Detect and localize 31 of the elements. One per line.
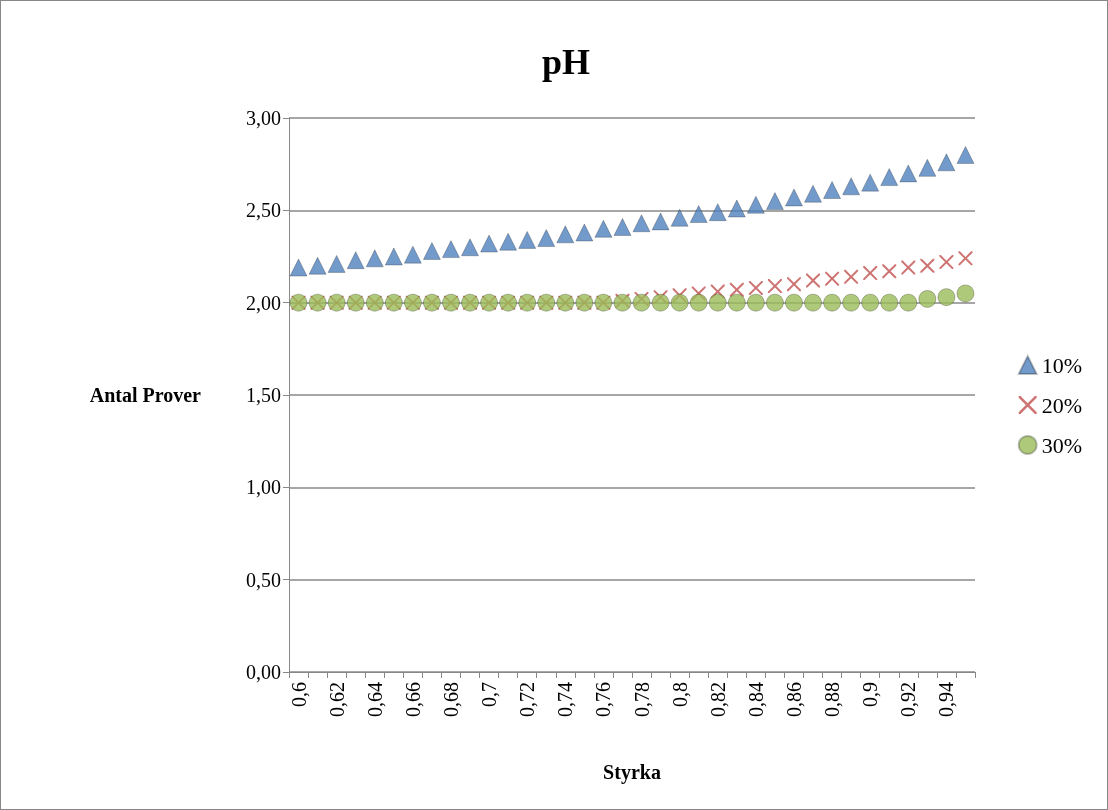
- x-tick-label: 0,8: [668, 682, 691, 707]
- x-tick-label: 0,64: [363, 682, 386, 717]
- x-tick-label: 0,86: [782, 682, 805, 717]
- x-tick-label: 0,7: [478, 682, 501, 707]
- x-tick-label: 0,82: [706, 682, 729, 717]
- y-tick-label: 3,00: [246, 107, 281, 129]
- x-tick-label: 0,92: [897, 682, 920, 717]
- y-tick-label: 1,50: [246, 384, 281, 406]
- y-axis-title: Antal Prover: [89, 384, 202, 406]
- x-tick-label: 0,76: [592, 682, 615, 717]
- x-tick-label: 0,66: [401, 682, 424, 717]
- legend-label: 30%: [1041, 432, 1082, 458]
- y-tick-label: 1,00: [246, 476, 281, 499]
- x-axis-title: Styrka: [603, 761, 661, 784]
- x-tick-label: 0,68: [439, 682, 462, 717]
- legend-label: 20%: [1041, 392, 1082, 418]
- chart-title: pH: [541, 42, 591, 82]
- x-tick-label: 0,9: [859, 682, 882, 707]
- legend-label: 10%: [1041, 352, 1082, 378]
- y-tick-label: 0,00: [246, 661, 281, 683]
- y-tick-label: 2,50: [246, 199, 281, 222]
- x-tick-label: 0,62: [325, 682, 348, 717]
- x-tick-label: 0,6: [287, 682, 310, 707]
- x-tick-label: 0,94: [935, 682, 958, 717]
- x-tick-label: 0,74: [554, 682, 577, 717]
- x-tick-label: 0,84: [744, 682, 767, 717]
- x-tick-label: 0,72: [516, 682, 539, 717]
- y-tick-label: 0,50: [246, 568, 281, 591]
- x-tick-label: 0,78: [630, 682, 653, 717]
- x-tick-label: 0,88: [821, 682, 844, 717]
- y-tick-label: 2,00: [246, 291, 281, 314]
